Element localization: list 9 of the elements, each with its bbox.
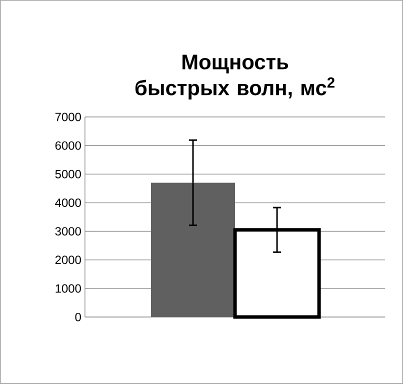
chart-title: Мощность быстрых волн, мс$^{2}$ — [135, 54, 334, 100]
y-tick-label: 2000 — [55, 256, 81, 264]
y-tick-label: 0 — [75, 312, 81, 322]
y-tick-label: 7000 — [55, 112, 81, 122]
y-tick-label: 4000 — [55, 198, 81, 207]
y-tick-label: 6000 — [55, 141, 81, 150]
y-tick-label: 3000 — [55, 227, 81, 236]
y-tick-label: 5000 — [55, 170, 81, 178]
y-tick-label: 1000 — [56, 284, 81, 293]
